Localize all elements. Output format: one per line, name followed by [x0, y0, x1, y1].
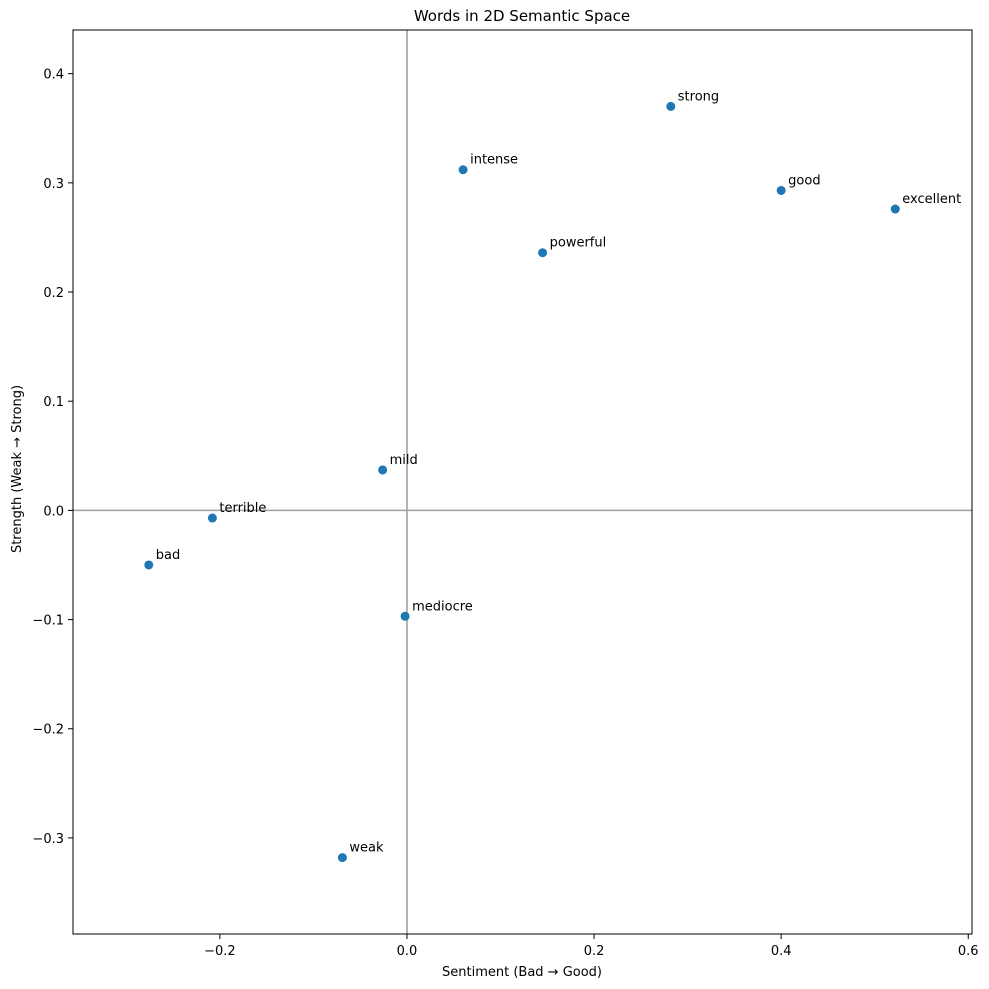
data-point-label: intense	[470, 153, 518, 168]
data-point	[458, 165, 468, 175]
y-tick-label: −0.2	[32, 723, 64, 738]
y-tick-label: 0.3	[43, 177, 64, 192]
x-tick-label: −0.2	[204, 944, 236, 959]
x-tick-label: 0.6	[958, 944, 979, 959]
data-point	[890, 204, 900, 214]
data-point	[400, 611, 410, 621]
data-point	[144, 560, 154, 570]
data-point	[666, 101, 676, 111]
y-tick-label: 0.4	[43, 68, 64, 83]
data-point-label: bad	[156, 548, 180, 563]
data-point-label: powerful	[550, 236, 607, 251]
data-point-label: weak	[349, 841, 384, 856]
x-tick-label: 0.2	[584, 944, 605, 959]
data-point	[378, 465, 388, 475]
y-tick-label: −0.3	[32, 832, 64, 847]
y-tick-label: −0.1	[32, 614, 64, 629]
data-point-label: mild	[390, 453, 418, 468]
y-tick-label: 0.1	[43, 395, 64, 410]
y-axis-label: Strength (Weak → Strong)	[10, 385, 25, 553]
data-point-label: good	[788, 173, 820, 188]
data-point	[337, 853, 347, 863]
data-point-label: strong	[678, 89, 719, 104]
data-point-label: terrible	[219, 501, 266, 516]
x-tick-label: 0.0	[397, 944, 418, 959]
data-point	[538, 248, 548, 258]
y-tick-label: 0.0	[43, 504, 64, 519]
x-axis-label: Sentiment (Bad → Good)	[442, 965, 602, 980]
plot-frame	[72, 29, 973, 935]
data-point	[776, 185, 786, 195]
chart-title: Words in 2D Semantic Space	[414, 7, 630, 25]
data-point-label: excellent	[902, 192, 961, 207]
data-point	[207, 513, 217, 523]
x-tick-label: 0.4	[771, 944, 792, 959]
data-point-label: mediocre	[412, 599, 473, 614]
y-tick-label: 0.2	[43, 286, 64, 301]
plot-area: −0.2 0.0 0.2 0.4 0.6 −0.3 −0.2 −0.1 0.0 0.1 0.2 0.3…	[32, 29, 979, 959]
